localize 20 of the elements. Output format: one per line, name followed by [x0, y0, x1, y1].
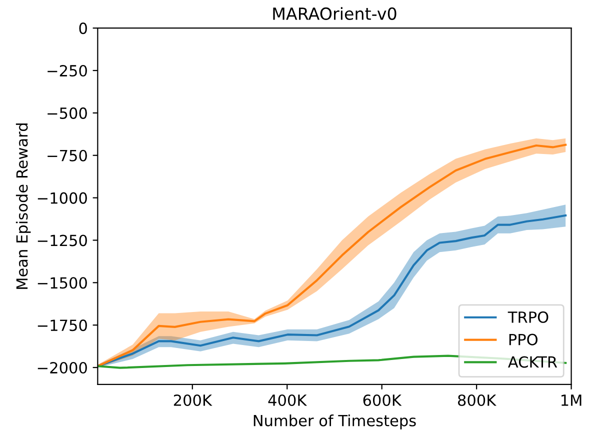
x-tick-label: 200K — [174, 394, 212, 406]
legend-label: ACKTR — [508, 356, 558, 368]
y-tick-label: −250 — [48, 64, 87, 77]
y-tick-label: −750 — [48, 150, 87, 162]
x-tick-label: 800K — [458, 394, 496, 406]
x-axis-title: Number of Timesteps — [254, 414, 416, 430]
legend-label: PPO — [509, 334, 538, 346]
x-tick-label: 1M — [562, 394, 582, 406]
y-tick-label: −1250 — [38, 234, 87, 246]
y-tick-label: 0 — [79, 22, 87, 34]
y-tick-label: −1750 — [38, 320, 87, 332]
x-tick-label: 400K — [268, 394, 308, 406]
y-axis-title: Mean Episode Reward — [16, 124, 31, 289]
x-tick-label: 600K — [363, 394, 402, 406]
y-tick-label: −500 — [48, 107, 87, 119]
legend-label: TRPO — [508, 311, 548, 323]
y-tick-label: −1500 — [38, 277, 87, 289]
y-tick-label: −1000 — [38, 192, 87, 204]
chart-title: MARAOrient-v0 — [273, 7, 396, 20]
y-tick-label: −2000 — [38, 362, 87, 374]
